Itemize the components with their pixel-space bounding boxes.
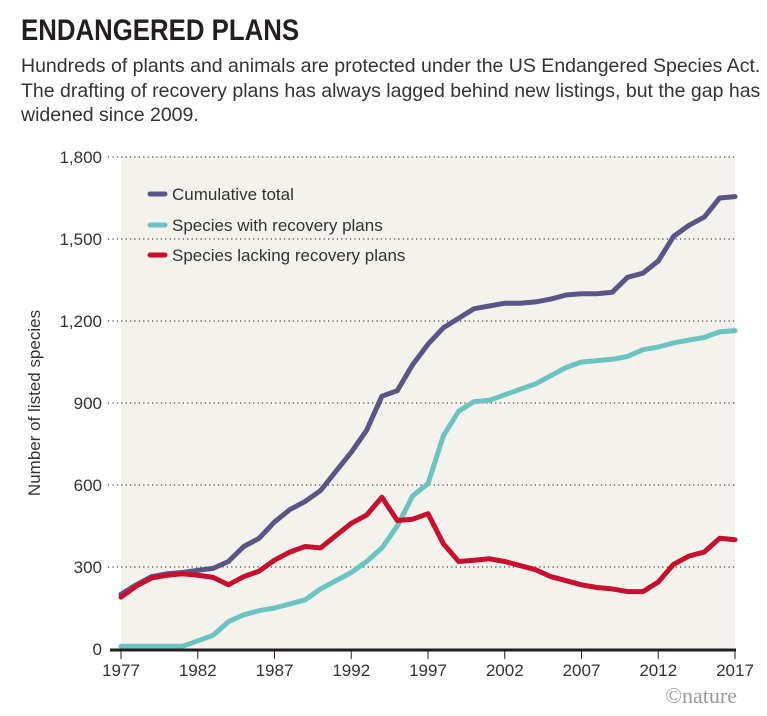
legend-label-cumulative: Cumulative total <box>172 185 294 204</box>
y-tick-label: 1,200 <box>59 312 102 331</box>
y-tick-label: 300 <box>74 558 102 577</box>
y-tick-label: 600 <box>74 476 102 495</box>
series-line-with-plans <box>118 328 738 649</box>
x-tick-label: 1992 <box>332 661 370 680</box>
chart-subtitle: Hundreds of plants and animals are prote… <box>21 55 761 126</box>
x-tick-label: 1977 <box>102 661 140 680</box>
y-tick-label: 900 <box>74 394 102 413</box>
chart-title: ENDANGERED PLANS <box>21 14 300 47</box>
legend: Cumulative total Species with recovery p… <box>147 185 405 265</box>
series-line-lacking-plans <box>118 494 738 600</box>
x-tick-label: 2002 <box>486 661 524 680</box>
y-tick-label: 0 <box>93 640 102 659</box>
x-tick-label: 2012 <box>639 661 677 680</box>
series-line-cumulative <box>118 194 738 597</box>
y-tick-label: 1,800 <box>59 148 102 167</box>
x-tick-label: 1987 <box>256 661 294 680</box>
legend-label-with-plans: Species with recovery plans <box>172 216 383 235</box>
y-tick-label: 1,500 <box>59 230 102 249</box>
legend-label-lacking-plans: Species lacking recovery plans <box>172 246 405 265</box>
x-tick-label: 2017 <box>716 661 754 680</box>
x-tick-label: 1982 <box>179 661 217 680</box>
nature-credit: ©nature <box>665 683 737 708</box>
x-tick-label: 1997 <box>409 661 447 680</box>
x-tick-label: 2007 <box>563 661 601 680</box>
y-axis-label: Number of listed species <box>25 310 44 496</box>
